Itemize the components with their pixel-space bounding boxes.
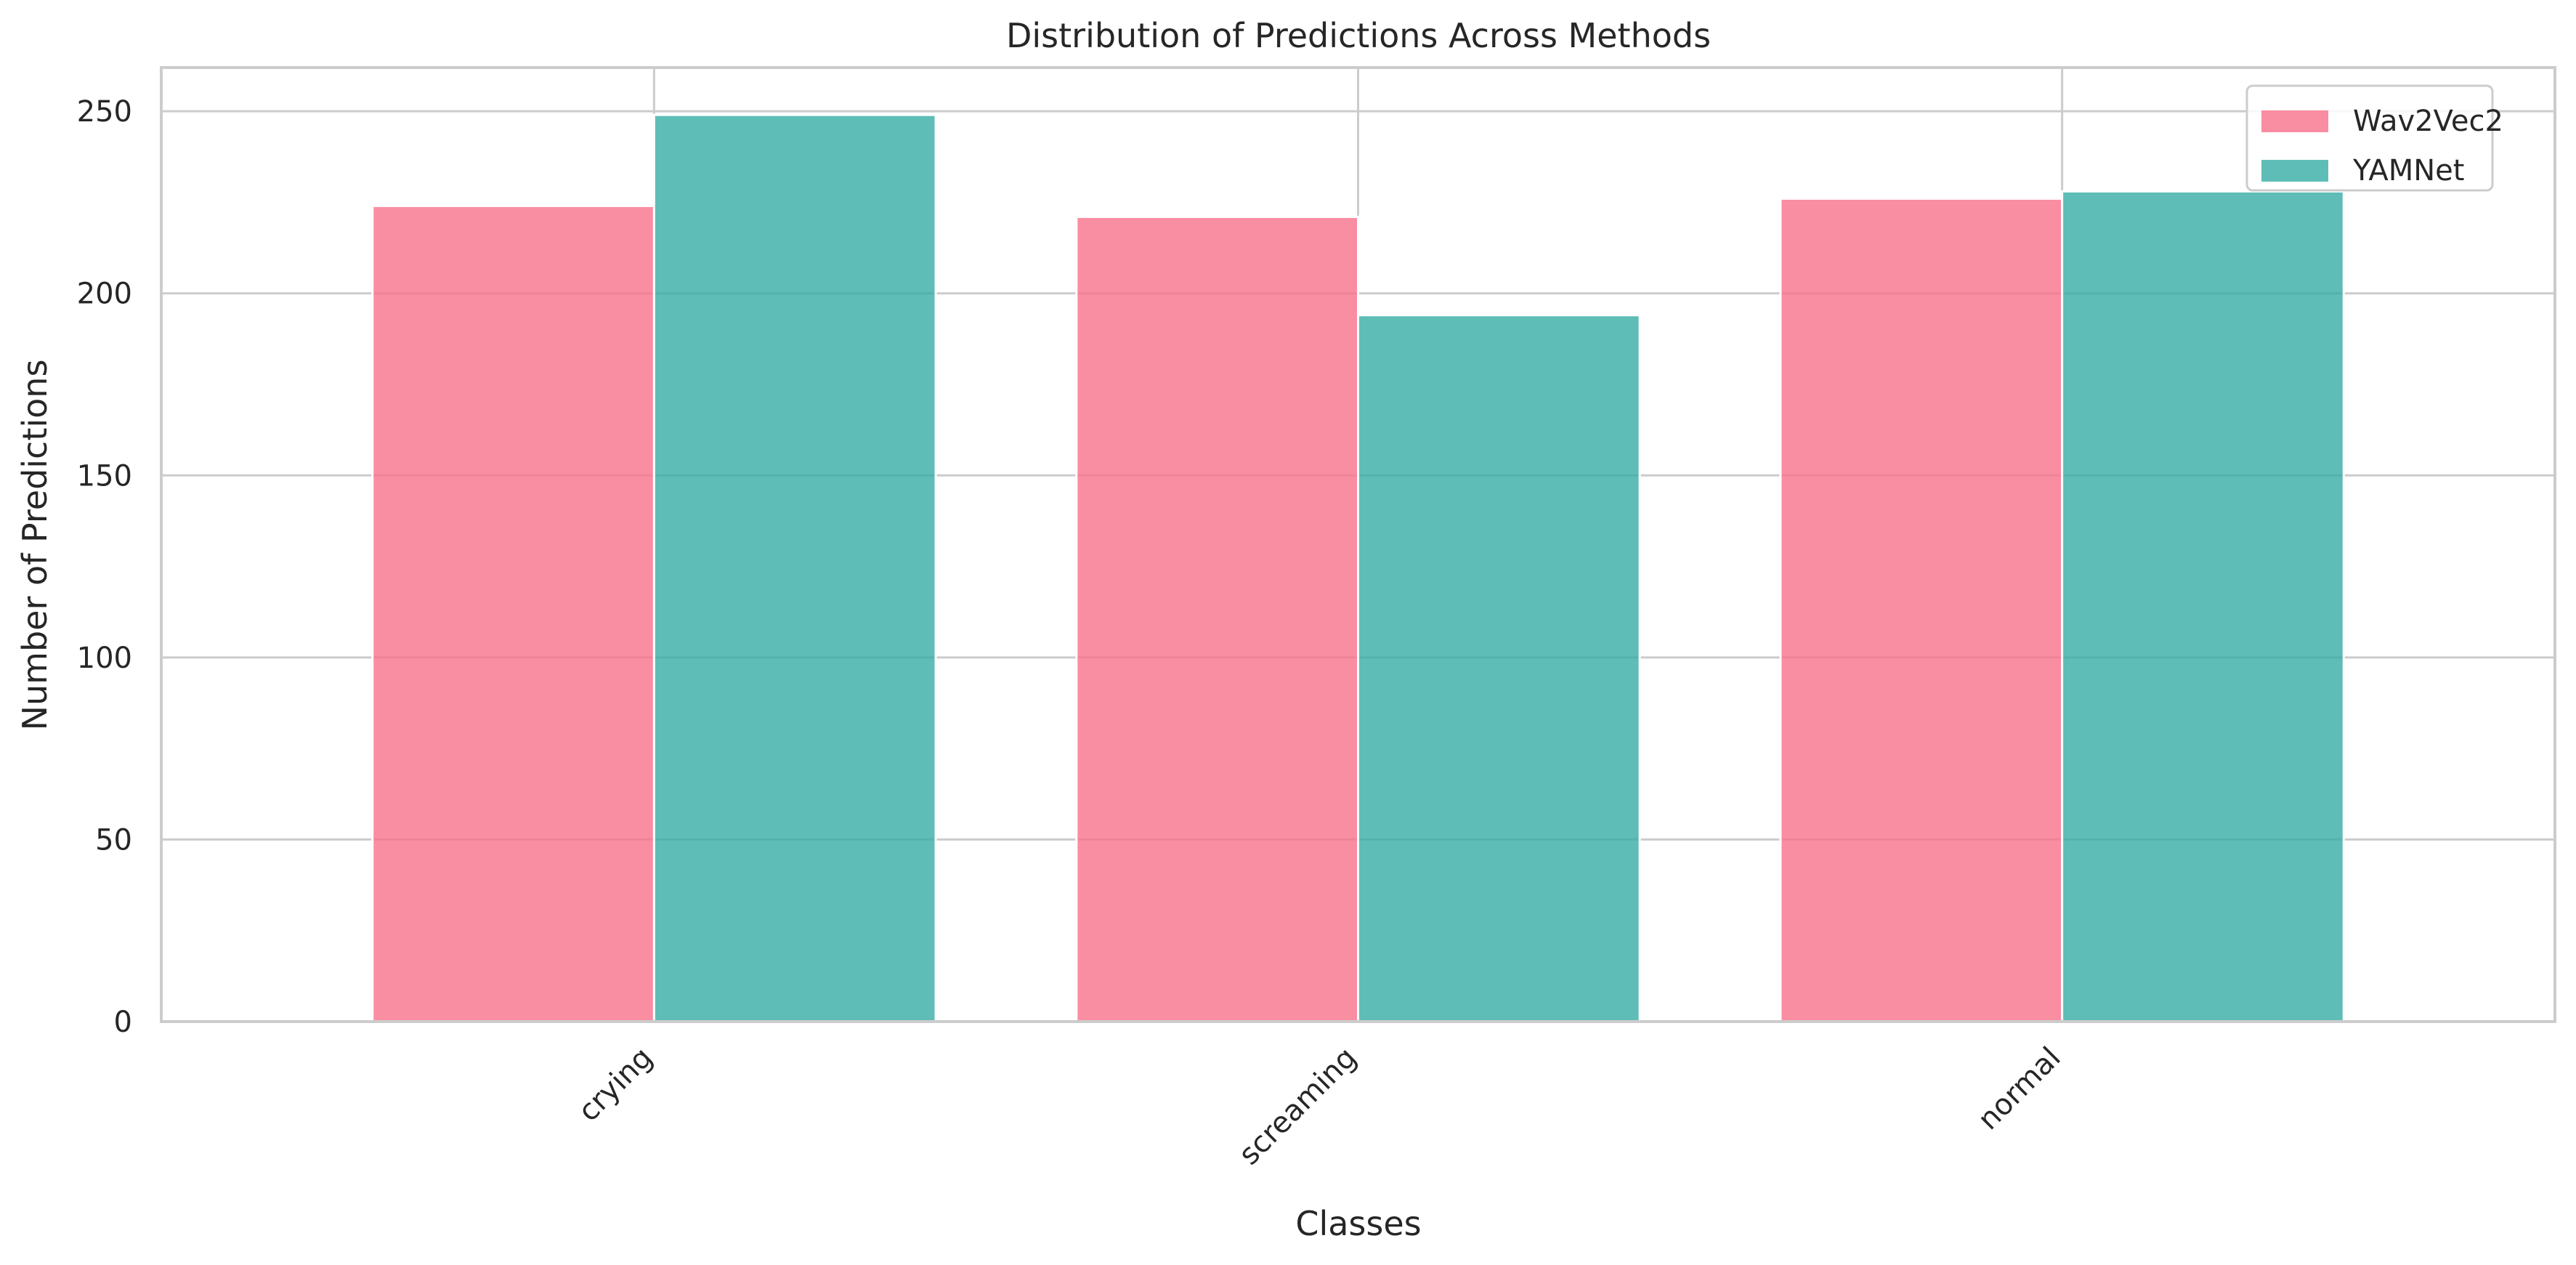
bar-wav2vec2-screaming (1075, 215, 1359, 1023)
bar-yamnet-crying (652, 113, 937, 1023)
y-tick-label: 50 (95, 823, 132, 857)
y-tick-label: 250 (77, 95, 132, 129)
bar-wav2vec2-crying (371, 204, 655, 1023)
chart-title: Distribution of Predictions Across Metho… (1006, 16, 1711, 55)
y-tick-label: 200 (77, 278, 132, 311)
bars (371, 113, 2345, 1023)
legend-swatch-yamnet (2261, 160, 2328, 182)
legend-label-wav2vec2: Wav2Vec2 (2353, 105, 2503, 138)
legend-label-yamnet: YAMNet (2352, 154, 2464, 187)
y-tick-label: 150 (77, 459, 132, 493)
bar-wav2vec2-normal (1779, 197, 2064, 1023)
y-tick-label: 0 (114, 1006, 132, 1039)
y-tick-label: 100 (77, 642, 132, 675)
x-tick-label: crying (572, 1041, 659, 1128)
x-axis-label: Classes (1295, 1204, 1421, 1243)
x-tick-label: normal (1972, 1041, 2067, 1137)
y-axis-ticks: 0 50 100 150 200 250 (77, 95, 132, 1039)
bar-yamnet-normal (2061, 190, 2345, 1023)
legend: Wav2Vec2 YAMNet (2245, 84, 2503, 192)
legend-swatch-wav2vec2 (2261, 110, 2328, 132)
bar-yamnet-screaming (1357, 314, 1641, 1023)
x-axis-ticks: crying screaming normal (572, 1041, 2067, 1172)
x-tick-label: screaming (1233, 1041, 1364, 1172)
plot-frame (160, 66, 2556, 1023)
y-axis-label: Number of Predictions (15, 360, 54, 731)
